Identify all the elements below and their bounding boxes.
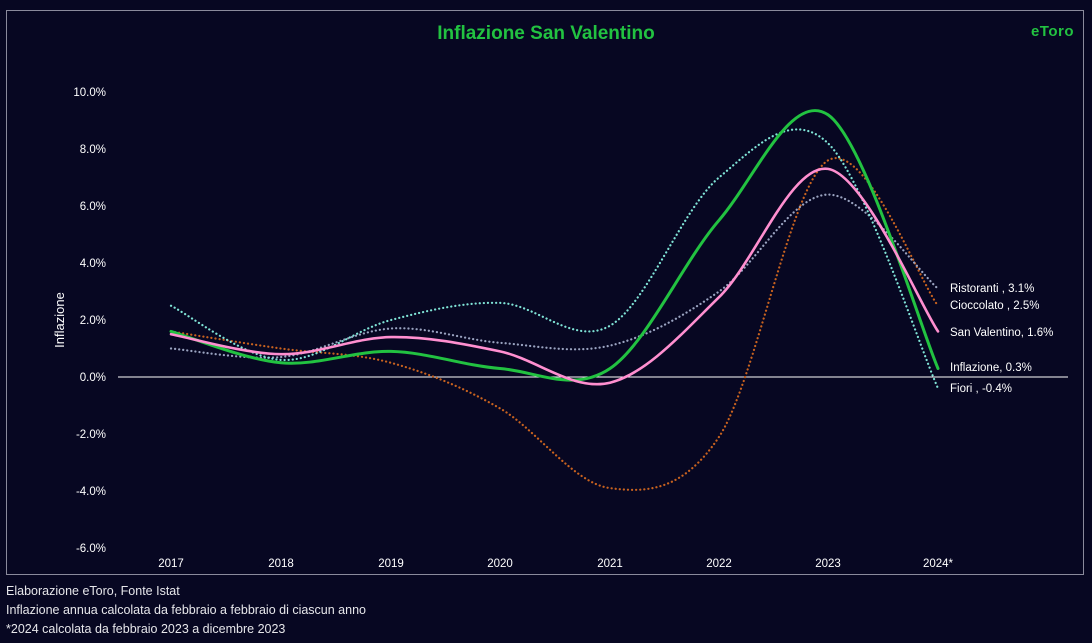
series-end-label-cioccolato: Cioccolato , 2.5% [950,300,1040,312]
y-tick-label: 0.0% [80,372,106,384]
y-tick-label: 4.0% [80,258,106,270]
footer-notes: Elaborazione eToro, Fonte Istat Inflazio… [6,582,366,639]
x-tick-label: 2017 [158,558,184,570]
y-tick-label: -4.0% [76,486,106,498]
y-axis-label: Inflazione [52,292,67,348]
x-tick-label: 2020 [487,558,513,570]
footer-2024-note: *2024 calcolata da febbraio 2023 a dicem… [6,622,286,636]
x-tick-label: 2022 [706,558,732,570]
series-line-ristoranti [169,193,940,359]
chart-title: Inflazione San Valentino [437,23,655,44]
etoro-logo: eToro [1030,23,1074,40]
x-tick-label: 2024* [923,558,954,570]
y-tick-label: 6.0% [80,201,106,213]
footer-method-note: Inflazione annua calcolata da febbraio a… [6,603,366,617]
y-tick-label: 10.0% [73,87,106,99]
series-line-san_valentino [169,167,940,386]
y-tick-label: 8.0% [80,144,106,156]
series-end-label-inflazione: Inflazione, 0.3% [950,362,1032,374]
footer-source: Elaborazione eToro, Fonte Istat [6,584,180,598]
series-line-fiori [169,128,940,390]
y-axis-ticks: 10.0% 8.0% 6.0% 4.0% 2.0% 0.0% -2.0% -4.0% -6.0% [73,87,106,555]
x-tick-label: 2018 [268,558,294,570]
series-end-labels: Ristoranti , 3.1% Cioccolato , 2.5% San Va… [950,283,1053,395]
series-line-cioccolato [169,157,940,491]
x-tick-label: 2021 [597,558,623,570]
x-tick-label: 2019 [378,558,404,570]
series-end-label-san_valentino: San Valentino, 1.6% [950,327,1053,339]
x-axis-ticks: 2017 2018 2019 2020 2021 2022 2023 2024* [158,558,953,570]
chart-frame [6,10,1084,575]
series-end-label-ristoranti: Ristoranti , 3.1% [950,283,1034,295]
y-tick-label: 2.0% [80,315,106,327]
y-tick-label: -2.0% [76,429,106,441]
series-end-label-fiori: Fiori , -0.4% [950,383,1012,395]
x-tick-label: 2023 [815,558,841,570]
y-tick-label: -6.0% [76,543,106,555]
series-lines [169,109,940,491]
series-line-inflazione [169,109,940,382]
